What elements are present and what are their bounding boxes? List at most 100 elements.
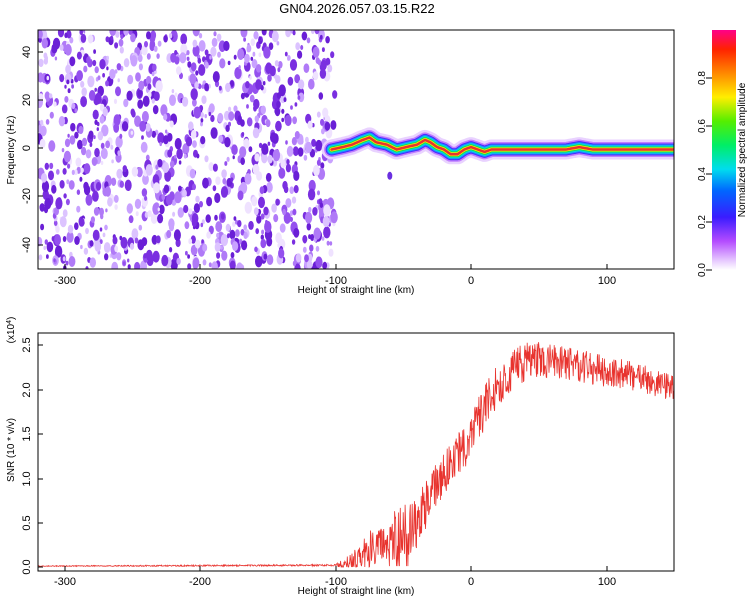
noise-speckle [258, 36, 262, 41]
noise-speckle [289, 59, 298, 71]
noise-speckle [92, 190, 99, 202]
noise-speckle [304, 254, 309, 263]
noise-speckle [174, 191, 182, 204]
noise-speckle [192, 140, 197, 148]
spectrogram-panel: -300 -200 -100 0 100 Height of straight … [6, 29, 675, 296]
noise-speckle [202, 177, 209, 189]
noise-speckle [176, 257, 181, 265]
noise-speckle [104, 253, 109, 261]
noise-speckle [186, 56, 190, 61]
noise-speckle [137, 89, 143, 98]
noise-speckle [183, 153, 187, 159]
x-tick-label: -300 [54, 576, 76, 588]
noise-speckle [116, 252, 122, 261]
noise-speckle [93, 49, 96, 54]
noise-speckle [111, 177, 117, 186]
noise-speckle [237, 220, 242, 228]
noise-speckle [306, 222, 312, 231]
y-tick-label: 0 [21, 145, 33, 151]
noise-speckle [254, 153, 260, 162]
noise-speckle [80, 33, 87, 43]
noise-speckle [267, 74, 272, 82]
noise-speckle [62, 236, 67, 242]
noise-speckle [244, 53, 250, 64]
noise-speckle [156, 53, 160, 59]
noise-speckle [301, 31, 308, 41]
noise-speckle [107, 197, 113, 207]
noise-speckle [100, 160, 104, 165]
noise-speckle [126, 90, 133, 101]
noise-speckle [322, 263, 326, 269]
noise-speckle [100, 148, 108, 160]
noise-speckle [250, 38, 256, 46]
noise-speckle [272, 149, 281, 162]
noise-speckle [120, 33, 124, 40]
noise-speckle [320, 59, 327, 71]
noise-speckle [303, 154, 308, 161]
noise-speckle [317, 190, 320, 196]
noise-speckle [285, 163, 291, 173]
noise-speckle [260, 234, 264, 240]
noise-speckle [287, 55, 291, 61]
noise-speckle [66, 231, 74, 243]
noise-speckle [106, 55, 109, 61]
noise-speckle [117, 150, 121, 157]
noise-speckle [297, 50, 303, 59]
noise-speckle [261, 143, 269, 155]
noise-speckle [191, 218, 197, 227]
noise-speckle [115, 136, 123, 148]
noise-speckle [302, 235, 308, 244]
noise-speckle [92, 59, 97, 67]
noise-speckle [146, 31, 151, 40]
noise-speckle [76, 205, 81, 213]
noise-speckle [328, 248, 334, 257]
noise-speckle [221, 169, 227, 179]
noise-speckle [70, 122, 76, 132]
noise-speckle [130, 33, 136, 43]
noise-speckle [263, 253, 268, 260]
noise-speckle [306, 37, 311, 44]
noise-speckle [260, 238, 267, 249]
noise-speckle [214, 242, 221, 252]
noise-speckle [215, 221, 223, 233]
noise-speckle [307, 120, 313, 129]
noise-speckle [109, 68, 116, 80]
noise-speckle [276, 92, 281, 99]
noise-speckle [230, 252, 235, 259]
noise-speckle [53, 101, 57, 107]
noise-speckle [312, 46, 320, 58]
noise-speckle [42, 189, 49, 200]
x-tick-label: 0 [468, 576, 474, 588]
noise-speckle [38, 72, 44, 83]
noise-speckle [75, 157, 82, 167]
noise-speckle [74, 108, 78, 113]
noise-speckle [40, 223, 45, 231]
noise-speckle [285, 140, 288, 145]
noise-speckle [76, 51, 82, 60]
noise-speckle [240, 92, 245, 100]
noise-speckle [157, 40, 162, 47]
noise-speckle [145, 154, 150, 161]
noise-speckle [291, 196, 297, 204]
noise-speckle [122, 261, 126, 266]
noise-speckle [165, 129, 168, 134]
noise-speckle [204, 155, 209, 163]
noise-speckle [212, 131, 217, 138]
noise-speckle [152, 105, 159, 115]
snr-series-line [38, 342, 674, 568]
x-tick-label: -100 [325, 576, 347, 588]
spectrogram-x-axis: -300 -200 -100 0 100 Height of straight … [54, 264, 616, 296]
snr-frame [37, 332, 675, 572]
noise-speckle [83, 163, 91, 175]
noise-speckle [174, 154, 177, 159]
noise-speckle [298, 79, 305, 90]
noise-speckle [248, 146, 253, 153]
noise-speckle [182, 189, 187, 198]
noise-speckle [160, 104, 168, 117]
noise-speckle [104, 186, 112, 197]
noise-speckle [174, 138, 182, 150]
noise-speckle [157, 158, 163, 168]
noise-speckle [200, 121, 203, 127]
noise-speckle [59, 44, 64, 51]
noise-speckle [286, 159, 290, 165]
